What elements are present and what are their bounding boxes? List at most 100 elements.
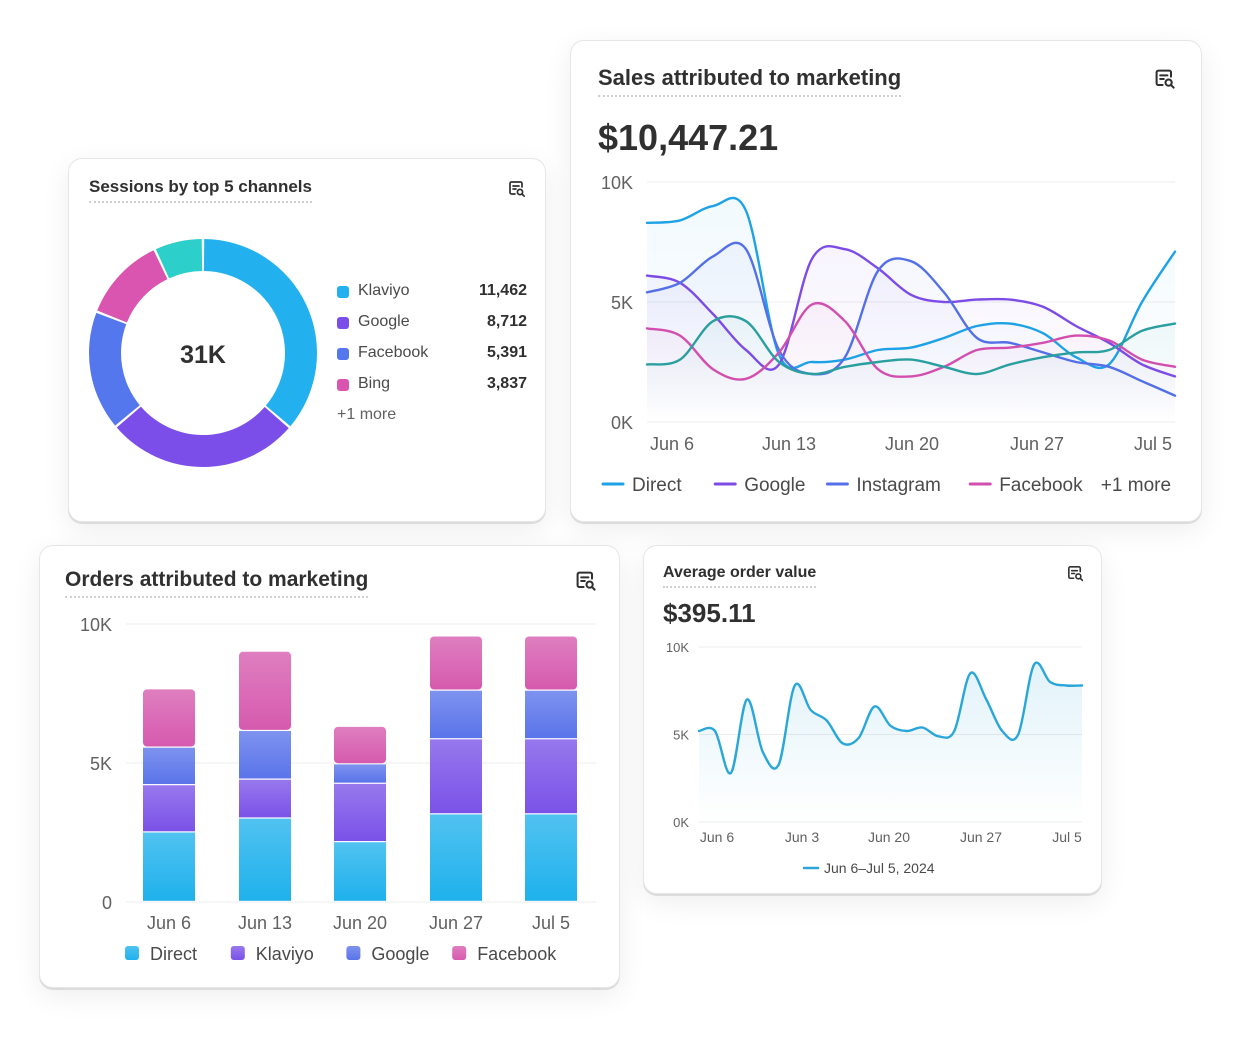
legend-item-instagram[interactable]: Instagram: [825, 475, 941, 496]
legend-value: 3,837: [486, 375, 527, 392]
legend-item-facebook[interactable]: Facebook: [968, 475, 1083, 496]
series-line-google[interactable]: [645, 245, 1177, 378]
legend-label: Instagram: [856, 475, 940, 496]
donut-slice-google[interactable]: [116, 406, 289, 467]
sessions-legend: Klaviyo 11,462 Google 8,712 Facebook 5,3…: [337, 281, 527, 436]
bar-jun-20-direct[interactable]: [334, 842, 386, 901]
report-search-icon-svg: [576, 571, 596, 591]
legend-label: Klaviyo: [256, 944, 314, 964]
legend-label: Direct: [150, 944, 197, 964]
donut-slice-klaviyo[interactable]: [203, 239, 317, 427]
x-tick-label: Jun 6: [650, 434, 694, 454]
y-tick-label: 5K: [611, 293, 633, 313]
bar-jun-13-klaviyo[interactable]: [239, 779, 291, 818]
report-search-icon-svg: [1068, 566, 1084, 582]
x-tick-label: Jun 3: [785, 829, 819, 845]
aov-line-chart: 10K 5K 0K Jun 6 Jun 3 Jun 20 Jun 27 Jul 5 Jun …: [666, 640, 1084, 876]
orders-stacked-bar-chart: 10K 5K 0 Jun 6 Jun 13 Jun 20 Jun 27 Jul 5 Dire…: [80, 615, 596, 964]
x-tick-label: Jun 27: [1010, 434, 1064, 454]
y-tick-label: 0K: [673, 815, 689, 830]
legend-swatch: [230, 946, 245, 960]
legend-item-klaviyo[interactable]: Klaviyo 11,462: [337, 281, 527, 312]
bar-jun-6-klaviyo[interactable]: [143, 785, 195, 832]
legend-item-google[interactable]: Google: [346, 944, 429, 964]
aov-card: 10K 5K 0K Jun 6 Jun 3 Jun 20 Jun 27 Jul 5 Jun …: [643, 545, 1102, 894]
bar-jun-6-facebook[interactable]: [143, 689, 195, 747]
bar-jul-5-direct[interactable]: [525, 814, 577, 901]
bar-jun-13-google[interactable]: [239, 731, 291, 779]
donut-center-label: 31K: [180, 341, 226, 369]
bar-jul-5-google[interactable]: [525, 690, 577, 739]
bar-jul-5-klaviyo[interactable]: [525, 739, 577, 814]
report-search-icon[interactable]: [1066, 564, 1085, 588]
sales-line-chart: 10K 5K 0K Jun 6 Jun 13 Jun 20 Jun 27 Jul 5 Dir…: [601, 173, 1177, 496]
sessions-title[interactable]: Sessions by top 5 channels: [89, 177, 312, 203]
bar-jun-27-klaviyo[interactable]: [430, 739, 482, 814]
legend-swatch: [337, 317, 349, 329]
series-line-facebook[interactable]: [645, 301, 1177, 381]
report-search-icon[interactable]: [507, 179, 527, 204]
series-line-instagram[interactable]: [645, 241, 1177, 397]
legend-label: Facebook: [477, 944, 557, 964]
legend-label: Google: [358, 313, 410, 330]
aov-title[interactable]: Average order value: [663, 564, 817, 588]
x-tick-label: Jul 5: [1052, 829, 1082, 845]
legend-item-bing[interactable]: Bing 3,837: [337, 374, 527, 405]
bar-jun-20-facebook[interactable]: [334, 726, 386, 764]
bar-jun-20-klaviyo[interactable]: [334, 783, 386, 842]
donut-slice-facebook[interactable]: [88, 312, 140, 426]
legend-label: Direct: [632, 475, 682, 496]
orders-title[interactable]: Orders attributed to marketing: [65, 568, 369, 598]
bar-jun-27-facebook[interactable]: [430, 636, 482, 690]
x-tick-label: Jun 13: [762, 434, 816, 454]
report-search-icon-svg: [509, 181, 526, 198]
bar-jun-6-direct[interactable]: [143, 832, 195, 901]
y-tick-label: 10K: [80, 615, 112, 635]
series-line-other[interactable]: [645, 315, 1177, 376]
legend-more[interactable]: +1 more: [337, 405, 527, 436]
orders-card: 10K 5K 0 Jun 6 Jun 13 Jun 20 Jun 27 Jul 5 Dire…: [39, 545, 620, 988]
report-search-icon[interactable]: [574, 569, 598, 598]
aov-series-line[interactable]: [697, 661, 1084, 775]
bar-jun-27-google[interactable]: [430, 690, 482, 739]
bar-jun-13-direct[interactable]: [239, 818, 291, 901]
bar-jun-20-google[interactable]: [334, 764, 386, 783]
x-tick-label: Jun 6: [147, 913, 191, 933]
y-tick-label: 5K: [90, 754, 112, 774]
legend-value: 5,391: [486, 344, 527, 361]
legend-more-label: +1 more: [337, 406, 397, 423]
legend-item-direct[interactable]: Direct: [125, 944, 197, 964]
legend-item-google[interactable]: Google 8,712: [337, 312, 527, 343]
donut-slice-other[interactable]: [155, 239, 203, 279]
report-search-icon-svg: [1155, 69, 1175, 89]
bar-jul-5-facebook[interactable]: [525, 636, 577, 690]
legend-item-facebook[interactable]: Facebook 5,391: [337, 343, 527, 374]
bar-jun-13-facebook[interactable]: [239, 651, 291, 730]
aov-legend-label: Jun 6–Jul 5, 2024: [824, 860, 935, 876]
aov-series-area: [699, 662, 1082, 822]
aov-value: $395.11: [663, 598, 756, 628]
report-search-icon[interactable]: [1153, 67, 1177, 96]
legend-value: 8,712: [486, 313, 527, 330]
y-tick-label: 10K: [666, 640, 689, 655]
sessions-card: Sessions by top 5 channels 31K Klaviyo 1…: [68, 158, 546, 522]
sales-title[interactable]: Sales attributed to marketing: [598, 65, 902, 97]
y-tick-label: 0K: [611, 413, 633, 433]
donut-slice-bing[interactable]: [97, 250, 168, 323]
legend-swatch: [337, 379, 349, 391]
sales-card: 10K 5K 0K Jun 6 Jun 13 Jun 20 Jun 27 Jul 5 Dir…: [570, 40, 1202, 522]
bar-jun-27-direct[interactable]: [430, 814, 482, 901]
legend-label: Google: [371, 944, 429, 964]
legend-label: Facebook: [358, 344, 429, 361]
x-tick-label: Jun 27: [429, 913, 483, 933]
x-tick-label: Jun 20: [868, 829, 910, 845]
legend-more-label[interactable]: +1 more: [1101, 475, 1171, 496]
legend-item-google[interactable]: Google: [713, 475, 805, 496]
legend-item-direct[interactable]: Direct: [601, 475, 682, 496]
series-area-other: [647, 316, 1175, 422]
x-tick-label: Jun 27: [960, 829, 1002, 845]
legend-item-facebook[interactable]: Facebook: [452, 944, 557, 964]
x-tick-label: Jun 13: [238, 913, 292, 933]
legend-item-klaviyo[interactable]: Klaviyo: [230, 944, 314, 964]
bar-jun-6-google[interactable]: [143, 747, 195, 785]
